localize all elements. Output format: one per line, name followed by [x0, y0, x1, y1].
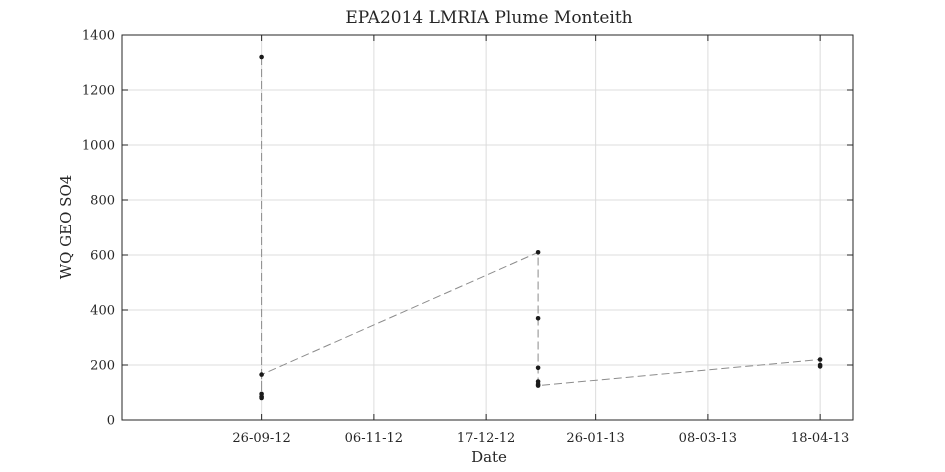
x-tick-label: 26-01-13 [566, 431, 624, 446]
data-point [535, 365, 541, 371]
x-grid-lines [261, 35, 821, 420]
y-tick-label: 1000 [82, 139, 115, 154]
data-point [535, 250, 541, 255]
x-tick-label: 06-11-12 [345, 431, 403, 446]
y-tick-label: 800 [90, 194, 115, 209]
x-tick-label: 08-03-13 [679, 431, 737, 446]
data-point [535, 383, 541, 388]
data-point [259, 54, 264, 60]
y-tick-label: 1200 [82, 84, 115, 99]
series-line [261, 57, 821, 398]
data-series [259, 54, 823, 401]
data-point [259, 395, 264, 401]
x-tick-labels: 26-09-12 06-11-12 17-12-12 26-01-13 08-03-13… [232, 431, 849, 446]
data-point [817, 362, 823, 368]
data-point [259, 372, 264, 377]
tick-marks [122, 34, 853, 421]
x-axis-label: Date [471, 448, 507, 466]
y-grid-lines [122, 89, 853, 366]
chart-title: EPA2014 LMRIA Plume Monteith [345, 8, 632, 28]
y-tick-label: 400 [90, 304, 115, 319]
y-tick-label: 1400 [82, 29, 115, 44]
x-tick-label: 17-12-12 [457, 431, 515, 446]
y-tick-label: 200 [90, 359, 115, 374]
x-tick-label: 18-04-13 [791, 431, 849, 446]
data-point [535, 316, 541, 321]
y-tick-label: 0 [107, 414, 115, 429]
y-axis-label: WQ GEO SO4 [57, 175, 75, 280]
x-tick-label: 26-09-12 [232, 431, 290, 446]
data-point [817, 357, 823, 362]
y-tick-labels: 0 200 400 600 800 1000 1200 1400 [82, 29, 115, 429]
y-tick-label: 600 [90, 249, 115, 264]
plot-area-frame [121, 34, 854, 421]
